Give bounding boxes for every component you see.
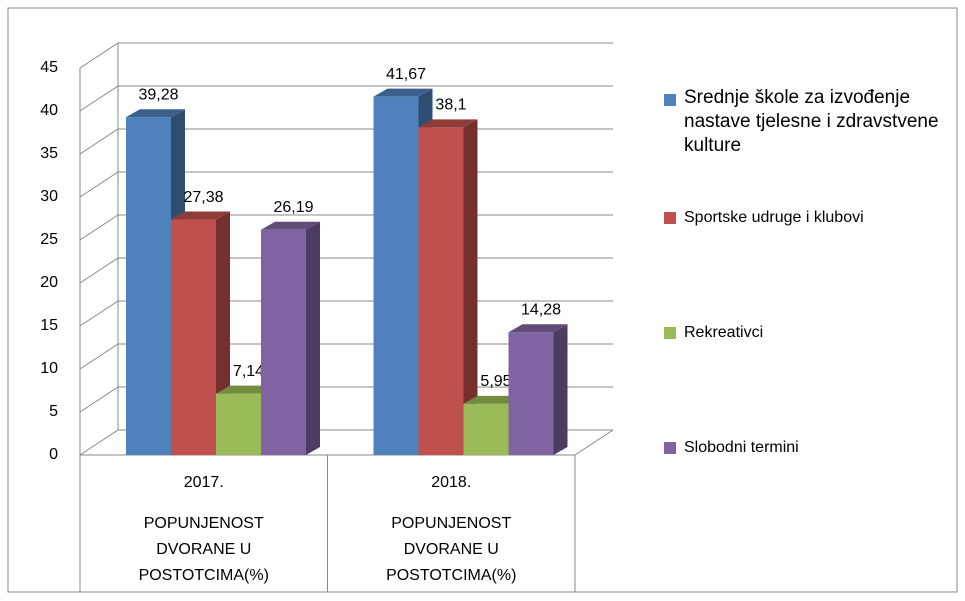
bar xyxy=(508,332,554,455)
legend-label: Sportske udruge i klubovi xyxy=(684,209,864,226)
grid-line xyxy=(79,42,613,69)
legend-swatch xyxy=(664,94,676,106)
bar xyxy=(126,117,171,455)
bar xyxy=(171,219,216,455)
bar-side xyxy=(553,324,568,455)
data-label: 14,28 xyxy=(521,301,561,318)
data-label: 26,19 xyxy=(273,199,313,216)
x-group-label: POPUNJENOST DVORANE U POSTOTCIMA(%) xyxy=(138,515,269,584)
y-tick-label: 40 xyxy=(40,102,58,119)
legend-swatch xyxy=(664,327,676,339)
data-label: 41,67 xyxy=(386,66,426,83)
bar-top xyxy=(373,88,433,97)
data-label: 39,28 xyxy=(138,86,178,103)
bar xyxy=(261,229,306,455)
legend-swatch xyxy=(664,442,676,454)
bar xyxy=(463,403,509,455)
bar-side xyxy=(306,221,320,455)
bar xyxy=(216,393,261,455)
bar-top xyxy=(171,211,230,220)
bar-top xyxy=(261,221,320,230)
legend-label: Srednje škole za izvođenje nastave tjele… xyxy=(684,87,939,156)
data-label: 38,1 xyxy=(435,97,466,114)
bar-top xyxy=(508,324,568,333)
floor-edge xyxy=(574,429,614,456)
bar-top xyxy=(216,385,275,394)
legend-label: Rekreativci xyxy=(684,324,764,341)
bar-side xyxy=(463,119,478,455)
y-tick-label: 25 xyxy=(40,231,58,248)
data-label: 27,38 xyxy=(183,189,223,206)
grid-line xyxy=(79,85,613,112)
x-tick-label: 2017. xyxy=(184,474,224,491)
y-tick-label: 45 xyxy=(40,59,58,76)
y-tick-label: 0 xyxy=(49,446,58,463)
y-tick-label: 10 xyxy=(40,360,58,377)
legend-swatch xyxy=(664,212,676,224)
legend-label: Slobodni termini xyxy=(684,439,799,456)
x-group-label: POPUNJENOST DVORANE U POSTOTCIMA(%) xyxy=(386,515,517,584)
bar xyxy=(418,127,464,455)
bar xyxy=(373,96,419,455)
y-tick-label: 5 xyxy=(49,403,58,420)
y-tick-label: 15 xyxy=(40,317,58,334)
data-label: 7,14 xyxy=(233,363,264,380)
bar-top xyxy=(463,395,523,404)
y-tick-label: 35 xyxy=(40,145,58,162)
x-tick-label: 2018. xyxy=(431,474,471,491)
bar-top xyxy=(418,119,478,128)
y-tick-label: 20 xyxy=(40,274,58,291)
bar-top xyxy=(126,109,185,118)
data-label: 5,95 xyxy=(480,373,511,390)
y-tick-label: 30 xyxy=(40,188,58,205)
